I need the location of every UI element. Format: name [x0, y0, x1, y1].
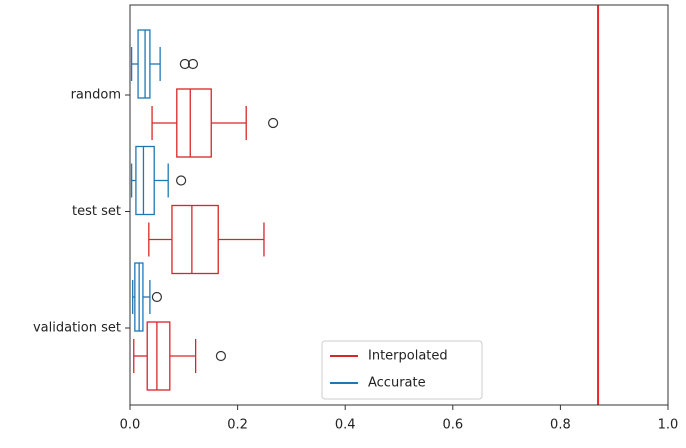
x-tick-label: 0.0: [120, 418, 141, 433]
box: [146, 321, 171, 391]
plot-frame: [129, 4, 669, 406]
outlier: [187, 58, 199, 70]
legend-frame: [321, 340, 483, 400]
x-tick-label: 0.2: [227, 418, 248, 433]
box: [135, 145, 155, 216]
outlier: [179, 58, 190, 70]
legend-label: Interpolated: [368, 349, 448, 364]
outlier: [151, 291, 162, 303]
x-tick-label: 0.8: [550, 418, 571, 433]
box: [176, 88, 212, 158]
y-tick-label: test set: [72, 204, 121, 219]
x-tick-label: 0.6: [442, 418, 463, 433]
legend-label: Accurate: [368, 376, 426, 391]
y-tick-label: validation set: [33, 321, 121, 336]
x-tick-label: 1.0: [658, 418, 679, 433]
y-tick-label: random: [71, 88, 121, 103]
outlier: [176, 175, 187, 186]
box: [171, 204, 219, 275]
x-tick-label: 0.4: [335, 418, 356, 433]
legend: Interpolated Accurate: [321, 340, 483, 400]
outlier: [268, 117, 279, 129]
outlier: [215, 350, 227, 362]
box: [137, 29, 151, 99]
